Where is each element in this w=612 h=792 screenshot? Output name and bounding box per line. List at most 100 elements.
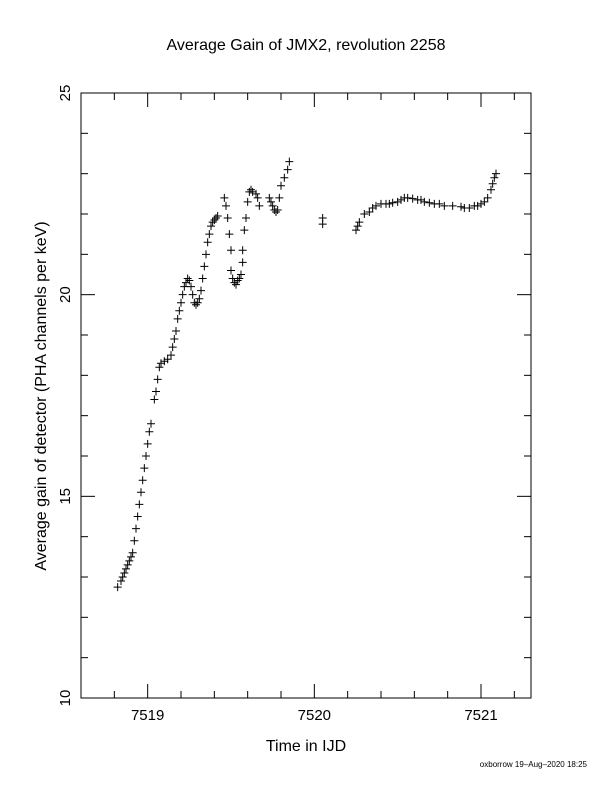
data-point <box>272 207 280 216</box>
data-point <box>425 198 434 207</box>
data-point <box>253 193 262 202</box>
data-point <box>473 201 482 210</box>
data-point <box>130 536 139 545</box>
data-point <box>465 203 474 212</box>
data-point <box>457 202 465 211</box>
x-tick-label: 7520 <box>298 707 331 724</box>
data-point <box>352 226 360 235</box>
data-point <box>238 246 247 255</box>
data-point <box>220 193 229 202</box>
data-point <box>160 357 169 366</box>
data-point <box>173 314 182 323</box>
data-point <box>365 207 374 216</box>
data-point <box>273 205 282 214</box>
data-point <box>125 556 134 565</box>
chart-title: Average Gain of JMX2, revolution 2258 <box>166 37 446 54</box>
data-point <box>205 230 214 239</box>
data-point <box>492 169 500 178</box>
data-point <box>477 199 485 208</box>
x-tick-label: 7521 <box>464 707 497 724</box>
data-point <box>277 181 285 190</box>
x-ticks <box>80 93 515 698</box>
data-point <box>268 201 277 210</box>
data-point <box>480 197 489 206</box>
data-point <box>265 193 274 202</box>
x-axis-label: Time in IJD <box>265 738 347 755</box>
data-point <box>247 185 255 194</box>
data-point <box>267 197 275 206</box>
data-point <box>138 476 147 485</box>
data-point <box>252 189 260 198</box>
data-point <box>435 199 444 208</box>
data-point <box>150 395 159 404</box>
data-point <box>113 583 122 592</box>
data-point <box>488 179 497 188</box>
data-point <box>283 165 292 174</box>
data-point <box>408 194 417 203</box>
data-point <box>275 193 284 202</box>
data-point <box>213 212 222 221</box>
data-point <box>195 294 204 303</box>
data-point <box>353 222 362 231</box>
data-point <box>372 201 380 210</box>
data-point <box>243 197 252 206</box>
footer-credit: oxborrow 19–Aug–2020 18:25 <box>479 760 587 769</box>
y-tick-label: 10 <box>57 690 74 707</box>
data-point <box>120 568 129 577</box>
data-point <box>318 220 327 229</box>
data-point <box>202 250 210 259</box>
data-point <box>155 363 164 372</box>
data-point <box>203 238 212 247</box>
data-point <box>207 222 215 231</box>
data-point <box>178 290 187 299</box>
data-point <box>167 351 175 360</box>
data-point <box>152 387 160 396</box>
data-point <box>385 199 394 208</box>
data-point <box>225 230 234 239</box>
data-point <box>280 173 289 182</box>
data-point <box>397 195 405 204</box>
data-point <box>172 326 180 335</box>
data-point <box>227 266 235 275</box>
data-point <box>182 278 190 287</box>
y-ticks <box>81 92 531 699</box>
data-point <box>240 226 249 235</box>
data-point <box>133 512 142 521</box>
data-point <box>483 193 492 202</box>
data-point <box>193 298 202 307</box>
data-point <box>177 298 185 307</box>
data-point <box>285 157 294 166</box>
data-point <box>230 278 239 287</box>
plot-frame <box>80 92 532 699</box>
data-point <box>180 282 189 291</box>
data-point <box>170 335 179 344</box>
data-point <box>440 201 449 210</box>
data-point <box>420 197 429 206</box>
data-point <box>163 355 172 364</box>
data-point <box>355 218 364 227</box>
data-point <box>242 214 250 223</box>
data-point <box>127 552 135 561</box>
x-tick-label: 7519 <box>131 707 164 724</box>
data-point <box>248 187 257 196</box>
data-point <box>183 274 192 283</box>
data-point <box>135 500 144 509</box>
y-tick-label: 20 <box>57 286 74 303</box>
data-point <box>368 203 377 212</box>
data-point <box>188 290 197 299</box>
y-tick-label: 15 <box>57 488 74 505</box>
data-point <box>145 427 154 436</box>
data-point <box>192 300 200 309</box>
data-point <box>233 276 242 285</box>
data-point <box>142 452 150 460</box>
data-point <box>197 286 205 295</box>
data-point <box>232 280 240 289</box>
data-point <box>117 577 125 586</box>
data-point <box>200 262 209 271</box>
data-point <box>185 276 194 285</box>
data-point <box>128 548 137 557</box>
data-point <box>168 343 177 352</box>
data-point <box>118 573 127 581</box>
data-point <box>212 214 220 223</box>
